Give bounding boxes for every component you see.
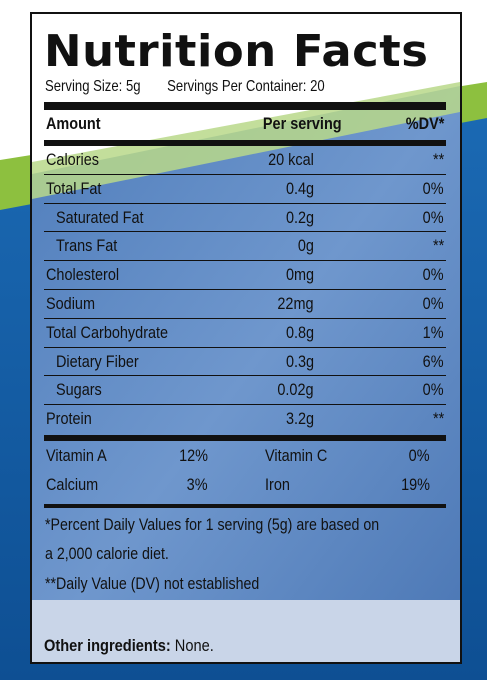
nutrient-dv: 1% <box>423 322 444 342</box>
header-dv: %DV* <box>405 114 444 133</box>
serving-info: Serving Size: 5g Servings Per Container:… <box>45 78 325 96</box>
nutrient-name: Calories <box>46 150 100 169</box>
nutrient-row: Cholesterol 0mg 0% <box>44 261 446 290</box>
nutrient-dv: ** <box>432 409 444 429</box>
nutrient-dv: 6% <box>423 351 444 371</box>
nutrition-label: Nutrition Facts Serving Size: 5g Serving… <box>30 12 462 664</box>
nutrient-amount: 0.3g <box>285 351 314 371</box>
nutrient-name: Cholesterol <box>46 265 120 285</box>
nutrient-row: Total Carbohydrate 0.8g 1% <box>44 319 446 348</box>
nutrient-amount: 0mg <box>285 265 314 285</box>
footnote-calorie: a 2,000 calorie diet. <box>45 545 169 563</box>
nutrient-row: Protein 3.2g ** <box>44 405 446 434</box>
header-per-serving: Per serving <box>263 114 342 133</box>
nutrient-dv: ** <box>432 236 444 256</box>
nutrient-dv: 0% <box>423 178 444 198</box>
nutrient-dv: 0% <box>423 380 444 400</box>
nutrient-amount: 0.4g <box>285 178 314 198</box>
serving-size: Serving Size: 5g <box>45 78 141 95</box>
ingredients-text: Other ingredients: None. <box>44 636 214 656</box>
nutrient-name: Protein <box>46 409 92 429</box>
nutrient-amount: 3.2g <box>285 409 314 429</box>
nutrient-dv: ** <box>432 150 444 169</box>
thick-rule-header <box>44 140 446 146</box>
nutrient-amount: 22mg <box>277 294 314 313</box>
nutrient-amount: 0g <box>297 236 314 256</box>
nutrient-name: Sugars <box>56 380 102 400</box>
nutrient-row: Total Fat 0.4g 0% <box>44 175 446 204</box>
nutrient-name: Sodium <box>46 294 95 313</box>
nutrient-dv: 0% <box>423 294 444 313</box>
header-row: Amount Per serving %DV* <box>44 110 446 138</box>
header-amount: Amount <box>46 114 101 133</box>
other-ingredients: Other ingredients: None. <box>32 612 460 664</box>
nutrient-row: Sugars 0.02g 0% <box>44 376 446 406</box>
label-title: Nutrition Facts <box>44 26 429 77</box>
nutrient-amount: 20 kcal <box>268 150 314 169</box>
label-background <box>32 14 460 662</box>
vitamin-name: Calcium <box>46 475 99 494</box>
vitamin-name: Iron <box>265 475 290 494</box>
vitamin-value: 3% <box>187 475 208 494</box>
vitamin-value: 0% <box>409 446 430 465</box>
nutrient-amount: 0.8g <box>285 322 314 342</box>
ingredients-value: None. <box>174 636 214 655</box>
footnote-not-established: **Daily Value (DV) not established <box>45 575 260 593</box>
ingredients-label: Other ingredients: <box>44 636 171 655</box>
nutrient-name: Saturated Fat <box>56 207 144 227</box>
nutrient-row: Trans Fat 0g ** <box>44 232 446 262</box>
nutrient-name: Trans Fat <box>56 236 118 256</box>
vitamin-name: Vitamin A <box>46 446 107 465</box>
nutrient-dv: 0% <box>423 207 444 227</box>
nutrient-name: Dietary Fiber <box>56 351 139 371</box>
thick-rule-top <box>44 102 446 110</box>
vitamin-name: Vitamin C <box>265 446 328 465</box>
nutrient-row: Calories 20 kcal ** <box>44 146 446 175</box>
thick-rule-footnote <box>44 504 446 508</box>
nutrient-amount: 0.2g <box>285 207 314 227</box>
nutrient-amount: 0.02g <box>277 380 314 400</box>
nutrient-row: Sodium 22mg 0% <box>44 290 446 319</box>
nutrient-name: Total Carbohydrate <box>46 322 169 342</box>
vitamin-value: 19% <box>401 475 430 494</box>
nutrient-row: Dietary Fiber 0.3g 6% <box>44 348 446 377</box>
nutrient-dv: 0% <box>423 265 444 285</box>
thick-rule-vitamins <box>44 435 446 441</box>
footnote-dv: *Percent Daily Values for 1 serving (5g)… <box>45 516 380 534</box>
nutrient-row: Saturated Fat 0.2g 0% <box>44 204 446 233</box>
vitamin-value: 12% <box>179 446 208 465</box>
nutrient-name: Total Fat <box>46 178 102 198</box>
servings-per-container: Servings Per Container: 20 <box>167 78 325 95</box>
